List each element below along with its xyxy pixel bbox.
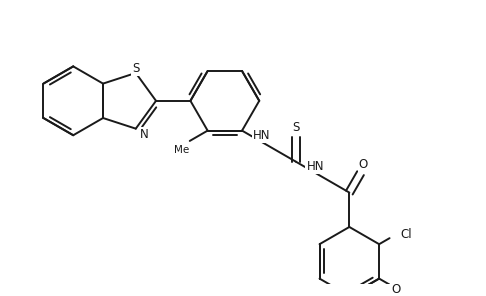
Text: S: S — [292, 121, 299, 134]
Text: HN: HN — [253, 129, 270, 142]
Text: N: N — [139, 128, 148, 141]
Text: Me: Me — [174, 144, 190, 155]
Text: HN: HN — [307, 160, 324, 173]
Text: Cl: Cl — [400, 228, 412, 241]
Text: O: O — [359, 158, 368, 171]
Text: O: O — [391, 282, 400, 295]
Text: S: S — [132, 62, 139, 75]
